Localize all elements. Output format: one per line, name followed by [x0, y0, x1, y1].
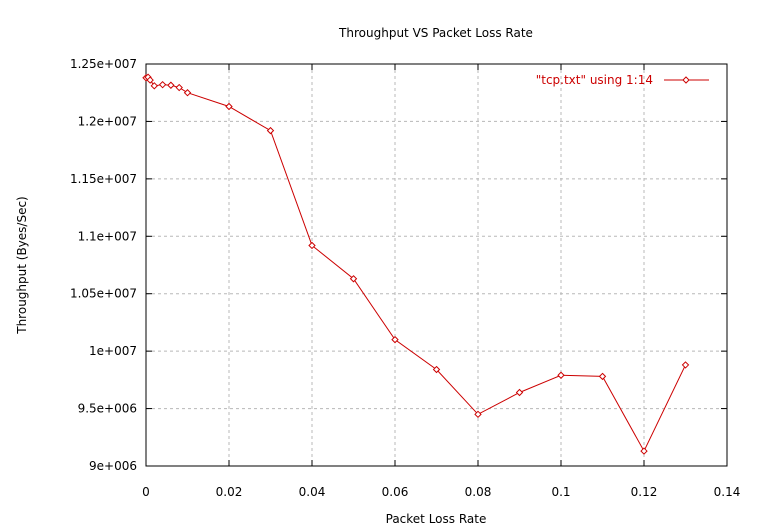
x-tick-label: 0.08: [465, 485, 492, 499]
x-tick-label: 0.02: [216, 485, 243, 499]
x-tick-label: 0.12: [631, 485, 658, 499]
data-point-marker: [349, 275, 358, 283]
data-point-marker: [557, 371, 565, 379]
data-point-marker: [598, 372, 607, 381]
data-point-marker: [225, 102, 233, 111]
y-tick-label: 1.05e+007: [70, 287, 137, 301]
plot-frame: [145, 63, 728, 467]
data-point-marker: [266, 126, 275, 135]
data-point-marker: [150, 82, 159, 90]
x-axis-ticks: 0 0.02 0.04 0.06 0.08 0.1 0.12 0.14: [142, 64, 740, 499]
data-point-marker: [146, 76, 154, 84]
series-line: [145, 76, 686, 453]
y-tick-label: 1.2e+007: [78, 114, 137, 128]
grid-layer: [146, 64, 727, 466]
chart-title: Throughput VS Packet Loss Rate: [338, 26, 533, 40]
legend-series-label: "tcp.txt" using 1:14: [536, 73, 653, 87]
series-layer: [142, 73, 690, 455]
data-point-marker: [175, 83, 183, 92]
y-tick-label: 9e+006: [89, 459, 137, 473]
data-point-marker: [391, 335, 399, 344]
data-point-marker: [432, 365, 441, 374]
y-tick-label: 1.25e+007: [70, 57, 137, 71]
y-tick-label: 1e+007: [89, 344, 137, 358]
data-point-marker: [308, 241, 316, 250]
data-point-marker: [640, 447, 648, 455]
x-tick-label: 0.04: [299, 485, 326, 499]
legend-series-marker: [682, 76, 690, 84]
data-point-marker: [158, 80, 167, 89]
y-tick-label: 1.1e+007: [78, 229, 137, 243]
x-tick-label: 0.1: [551, 485, 570, 499]
x-tick-label: 0: [142, 485, 150, 499]
y-tick-label: 9.5e+006: [78, 402, 137, 416]
data-point-marker: [681, 361, 690, 369]
data-point-marker: [167, 81, 175, 89]
data-point-marker: [183, 89, 192, 97]
x-axis-label: Packet Loss Rate: [386, 512, 487, 526]
y-tick-label: 1.15e+007: [70, 172, 137, 186]
x-tick-label: 0.06: [382, 485, 409, 499]
data-point-marker: [474, 410, 482, 419]
x-tick-label: 0.14: [714, 485, 741, 499]
y-axis-label: Throughput (Byes/Sec): [15, 196, 29, 335]
y-axis-ticks: 9e+006 9.5e+006 1e+007 1.05e+007 1.1e+007 1.1…: [70, 57, 727, 473]
data-point-marker: [515, 388, 524, 397]
legend: "tcp.txt" using 1:14: [536, 73, 709, 87]
